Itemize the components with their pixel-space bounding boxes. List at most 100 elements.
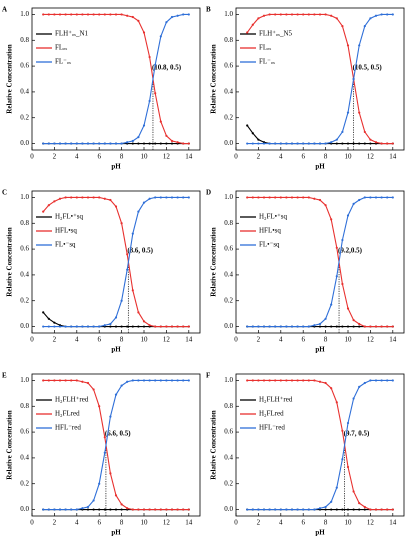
point xyxy=(268,142,271,145)
point xyxy=(346,508,350,511)
point xyxy=(307,13,310,16)
x-tick-label: 8 xyxy=(120,153,124,161)
point xyxy=(176,508,179,511)
point xyxy=(330,325,333,328)
x-tick-label: 10 xyxy=(345,336,353,344)
point xyxy=(363,505,366,509)
point xyxy=(170,142,174,145)
point xyxy=(98,508,101,511)
y-tick-label: 1.0 xyxy=(20,193,29,201)
point xyxy=(296,196,299,199)
point xyxy=(380,379,383,382)
panel: C 0 2 4 6 8 10 12 14 0.0 0.2 0.4 0.6 0.8 1.0 pH Relative… xyxy=(2,189,201,354)
point xyxy=(330,14,333,17)
point xyxy=(86,505,90,509)
point xyxy=(346,421,350,425)
point xyxy=(330,500,333,503)
annotation: (8.6, 0.5) xyxy=(127,247,153,255)
point xyxy=(262,196,266,199)
point xyxy=(159,325,162,328)
point xyxy=(47,13,50,16)
point xyxy=(268,379,271,382)
x-tick-label: 2 xyxy=(53,153,57,161)
point xyxy=(42,508,45,511)
y-tick-label: 0.0 xyxy=(20,139,29,147)
point xyxy=(98,405,101,408)
point xyxy=(363,381,366,385)
point xyxy=(53,13,56,16)
point xyxy=(42,311,45,314)
point xyxy=(47,325,50,328)
legend-label: FL⁻ₒₓ xyxy=(55,58,72,66)
point xyxy=(274,325,277,328)
point xyxy=(313,379,316,382)
point xyxy=(296,379,299,382)
point xyxy=(159,508,162,511)
panel-label: F xyxy=(206,372,210,380)
point xyxy=(47,142,50,145)
point xyxy=(330,141,333,144)
point xyxy=(346,214,350,217)
point xyxy=(369,17,372,20)
point xyxy=(386,196,389,199)
point xyxy=(279,13,282,16)
y-axis-label: Relative Concentration xyxy=(210,227,218,297)
point xyxy=(257,138,260,141)
y-tick-label: 0.8 xyxy=(20,402,29,410)
x-tick-label: 2 xyxy=(53,336,57,344)
point xyxy=(114,508,118,511)
legend-label: FLH⁺ₒₓ_N5 xyxy=(259,30,293,38)
point xyxy=(126,380,129,383)
point xyxy=(318,380,322,383)
point xyxy=(86,508,90,511)
point xyxy=(341,130,344,134)
legend-label: H₂FL•⁺sq xyxy=(55,213,84,221)
point xyxy=(302,142,305,145)
y-tick-label: 0.4 xyxy=(20,88,29,96)
point xyxy=(70,13,73,16)
point xyxy=(58,379,62,382)
point xyxy=(109,142,112,145)
point xyxy=(120,299,123,302)
point xyxy=(290,142,294,145)
point xyxy=(81,380,84,383)
point xyxy=(262,142,266,145)
point xyxy=(103,451,106,454)
point xyxy=(187,142,190,145)
point xyxy=(374,196,378,199)
point xyxy=(187,508,190,511)
point xyxy=(341,429,344,432)
x-tick-label: 12 xyxy=(367,336,375,344)
point xyxy=(352,202,355,206)
point xyxy=(120,384,123,387)
point xyxy=(159,142,162,145)
point xyxy=(120,13,123,16)
panel-label: E xyxy=(2,372,7,380)
point xyxy=(341,458,344,461)
point xyxy=(159,35,162,38)
point xyxy=(352,142,355,145)
point xyxy=(92,142,95,145)
x-tick-label: 12 xyxy=(163,519,171,527)
point xyxy=(58,197,62,200)
y-axis-label: Relative Concentration xyxy=(6,44,14,114)
y-tick-label: 1.0 xyxy=(20,376,29,384)
y-tick-label: 0.6 xyxy=(20,245,29,253)
point xyxy=(126,141,129,144)
panel: A 0 2 4 6 8 10 12 14 0.0 0.2 0.4 0.6 0.8 1.0 pH Relative… xyxy=(2,6,201,171)
point xyxy=(246,325,249,328)
point xyxy=(165,134,168,137)
point xyxy=(380,13,383,16)
point xyxy=(98,142,101,145)
point xyxy=(386,13,389,16)
y-tick-label: 1.0 xyxy=(224,376,233,384)
point xyxy=(165,508,168,511)
x-tick-label: 10 xyxy=(345,153,353,161)
x-tick-label: 14 xyxy=(389,153,397,161)
point xyxy=(92,508,95,511)
point xyxy=(386,325,389,328)
point xyxy=(386,508,389,511)
y-axis-label: Relative Concentration xyxy=(210,410,218,480)
point xyxy=(159,120,162,123)
